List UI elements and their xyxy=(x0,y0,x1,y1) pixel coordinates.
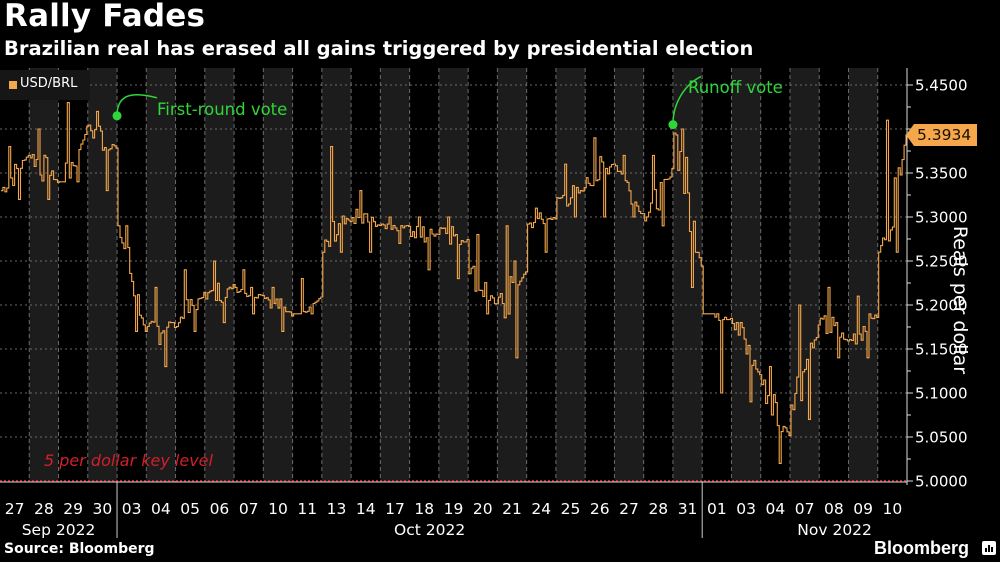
x-tick-label: 30 xyxy=(93,500,113,518)
x-axis: 27 28 29 30 03 04 05 06 07 10 11 13 14 17 18 19 20 21 24 25… xyxy=(0,481,907,539)
runoff-vote-marker xyxy=(668,120,678,130)
annotation-leader-line xyxy=(672,75,702,125)
x-tick-label: 10 xyxy=(883,500,903,518)
bloomberg-chart-icon xyxy=(982,541,996,555)
day-band xyxy=(497,68,527,482)
day-band xyxy=(380,68,410,482)
x-tick-label: 04 xyxy=(765,500,785,518)
x-tick-label: 13 xyxy=(327,500,347,518)
first-round-vote-marker xyxy=(112,111,122,121)
x-tick-label: 21 xyxy=(502,500,522,518)
day-band xyxy=(614,68,644,482)
annotation-markers xyxy=(112,75,702,130)
day-band xyxy=(731,68,761,482)
x-tick-label: 25 xyxy=(561,500,581,518)
source-note: Source: Bloomberg xyxy=(4,541,155,557)
x-tick-label: 28 xyxy=(34,500,54,518)
x-tick-label: 24 xyxy=(531,500,551,518)
x-tick-label: 10 xyxy=(268,500,288,518)
y-axis-label: Reais per dollar xyxy=(949,225,971,375)
day-band xyxy=(672,68,703,482)
legend-label-usd-brl: USD/BRL xyxy=(20,76,78,91)
day-band xyxy=(848,68,878,482)
x-tick-label: 07 xyxy=(795,500,815,518)
annotation-first-round-vote: First-round vote xyxy=(157,100,288,119)
y-tick-label: 5.2000 xyxy=(915,297,968,315)
day-band xyxy=(146,68,176,482)
x-tick-label: 14 xyxy=(356,500,376,518)
x-tick-label: 17 xyxy=(385,500,405,518)
y-tick-label: 5.1500 xyxy=(915,341,968,359)
x-month-label: Nov 2022 xyxy=(797,521,872,539)
x-tick-label: 01 xyxy=(707,500,727,518)
x-tick-label: 29 xyxy=(63,500,83,518)
x-tick-label: 26 xyxy=(590,500,610,518)
chart-subtitle: Brazilian real has erased all gains trig… xyxy=(4,37,754,60)
day-band xyxy=(204,68,235,482)
x-tick-label: 07 xyxy=(239,500,259,518)
series-usd-brl xyxy=(1,102,907,464)
day-band xyxy=(789,68,820,482)
x-tick-label: 05 xyxy=(180,500,200,518)
x-month-label: Sep 2022 xyxy=(22,521,96,539)
price-line-usd-brl xyxy=(1,102,907,464)
x-tick-label: 27 xyxy=(5,500,25,518)
legend-swatch-usd-brl xyxy=(9,81,17,89)
x-tick-label: 08 xyxy=(824,500,844,518)
chart-title: Rally Fades xyxy=(4,0,206,34)
x-tick-label: 27 xyxy=(619,500,639,518)
last-price-tag: 5.3934 xyxy=(905,124,978,146)
y-tick-label: 5.3000 xyxy=(915,209,968,227)
y-tick-label: 5.1000 xyxy=(915,385,968,403)
y-axis: 5.0000 5.0500 5.1000 5.1500 5.2000 5.2500 5.30… xyxy=(906,68,968,491)
y-tick-label: 5.0500 xyxy=(915,429,968,447)
y-tick-label: 5.0000 xyxy=(915,473,968,491)
x-tick-label: 11 xyxy=(297,500,317,518)
x-month-label: Oct 2022 xyxy=(394,521,465,539)
x-tick-label: 04 xyxy=(151,500,171,518)
y-tick-label: 5.2500 xyxy=(915,253,968,271)
day-band xyxy=(29,68,59,482)
gridlines xyxy=(0,68,907,482)
bloomberg-logo: Bloomberg xyxy=(874,538,970,558)
day-band xyxy=(321,68,352,482)
x-tick-label: 19 xyxy=(444,500,464,518)
x-tick-label: 31 xyxy=(678,500,698,518)
day-band xyxy=(263,68,293,482)
day-band xyxy=(87,68,118,482)
day-bands xyxy=(29,68,878,482)
annotation-runoff-vote: Runoff vote xyxy=(688,78,783,97)
day-band xyxy=(555,68,586,482)
x-tick-label: 03 xyxy=(122,500,142,518)
x-tick-label: 03 xyxy=(736,500,756,518)
x-tick-label: 20 xyxy=(473,500,493,518)
x-tick-label: 28 xyxy=(648,500,668,518)
day-band xyxy=(438,68,469,482)
x-tick-label: 06 xyxy=(210,500,230,518)
y-tick-label: 5.3500 xyxy=(915,165,968,183)
x-tick-label: 18 xyxy=(414,500,434,518)
x-tick-label: 09 xyxy=(853,500,873,518)
key-level-label: 5 per dollar key level xyxy=(44,451,213,470)
y-tick-label: 5.4500 xyxy=(915,77,968,95)
